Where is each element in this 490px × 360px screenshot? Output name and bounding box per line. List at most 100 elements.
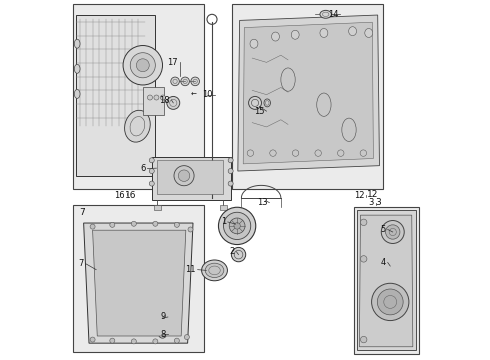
- Text: 12: 12: [367, 190, 378, 199]
- Text: 14: 14: [328, 10, 338, 19]
- Bar: [232, 4, 383, 189]
- Circle shape: [181, 77, 190, 86]
- Circle shape: [147, 95, 152, 100]
- Circle shape: [219, 207, 256, 244]
- Text: 3: 3: [375, 198, 381, 207]
- Bar: [73, 205, 204, 352]
- Circle shape: [293, 150, 299, 156]
- Text: 13: 13: [257, 198, 268, 207]
- Text: 7: 7: [80, 208, 85, 217]
- Circle shape: [361, 256, 367, 262]
- Text: 1: 1: [220, 217, 226, 226]
- Circle shape: [228, 168, 233, 174]
- Circle shape: [131, 339, 136, 344]
- Circle shape: [153, 221, 158, 226]
- Bar: [220, 205, 227, 211]
- Ellipse shape: [74, 39, 80, 48]
- Circle shape: [248, 96, 262, 109]
- Circle shape: [110, 338, 115, 343]
- Text: 7: 7: [78, 259, 84, 268]
- Polygon shape: [359, 215, 413, 347]
- Circle shape: [338, 150, 344, 156]
- Circle shape: [191, 77, 199, 86]
- Text: 6: 6: [140, 164, 146, 173]
- Circle shape: [223, 212, 251, 239]
- Ellipse shape: [365, 28, 373, 37]
- Circle shape: [136, 59, 149, 72]
- Circle shape: [174, 222, 179, 227]
- Text: 16: 16: [114, 191, 125, 200]
- Bar: [73, 4, 204, 189]
- Circle shape: [178, 170, 190, 181]
- Circle shape: [371, 283, 409, 320]
- Text: 10: 10: [202, 90, 213, 99]
- Bar: [76, 15, 155, 176]
- Bar: [357, 211, 416, 350]
- Circle shape: [377, 289, 403, 315]
- Text: 3: 3: [368, 198, 374, 207]
- Circle shape: [90, 224, 95, 229]
- Circle shape: [90, 337, 95, 342]
- Circle shape: [270, 150, 276, 156]
- Circle shape: [229, 218, 245, 234]
- Circle shape: [149, 158, 154, 163]
- Ellipse shape: [201, 260, 227, 281]
- Bar: [143, 87, 164, 116]
- Text: ←: ←: [191, 92, 196, 98]
- Text: 18: 18: [159, 95, 170, 104]
- Circle shape: [188, 227, 193, 232]
- Text: 11: 11: [185, 265, 196, 274]
- Bar: [152, 157, 231, 200]
- Circle shape: [149, 168, 154, 174]
- Ellipse shape: [320, 10, 331, 18]
- Text: 12: 12: [354, 190, 365, 199]
- Circle shape: [130, 53, 155, 78]
- Circle shape: [381, 221, 404, 243]
- Text: 17: 17: [167, 58, 178, 67]
- Circle shape: [171, 77, 179, 86]
- Polygon shape: [93, 230, 186, 336]
- Circle shape: [184, 334, 190, 339]
- Circle shape: [153, 339, 158, 344]
- Text: 16: 16: [125, 191, 136, 200]
- Text: 4: 4: [381, 258, 386, 267]
- Circle shape: [160, 95, 166, 100]
- Circle shape: [174, 166, 194, 186]
- Circle shape: [159, 330, 167, 338]
- Circle shape: [154, 95, 159, 100]
- Circle shape: [361, 219, 367, 226]
- Text: 9: 9: [161, 312, 166, 321]
- Circle shape: [123, 45, 163, 85]
- Ellipse shape: [264, 99, 270, 107]
- Text: 8: 8: [161, 330, 166, 339]
- Text: 5: 5: [381, 225, 386, 234]
- Bar: [153, 205, 161, 211]
- Polygon shape: [84, 223, 193, 343]
- Circle shape: [231, 247, 245, 262]
- Circle shape: [110, 222, 115, 227]
- Circle shape: [228, 158, 233, 163]
- Ellipse shape: [74, 89, 80, 98]
- Ellipse shape: [271, 32, 279, 41]
- Circle shape: [386, 225, 400, 239]
- Text: 15: 15: [254, 107, 265, 116]
- Circle shape: [360, 150, 367, 156]
- Ellipse shape: [250, 39, 258, 48]
- Circle shape: [174, 338, 179, 343]
- Circle shape: [361, 336, 367, 343]
- Polygon shape: [238, 15, 379, 171]
- Ellipse shape: [205, 263, 224, 278]
- Circle shape: [228, 181, 233, 186]
- Bar: [157, 160, 223, 194]
- Circle shape: [234, 223, 240, 229]
- Circle shape: [131, 221, 136, 226]
- Circle shape: [167, 96, 180, 109]
- Ellipse shape: [320, 28, 328, 37]
- Bar: [354, 207, 419, 354]
- Circle shape: [149, 181, 154, 186]
- Text: 2: 2: [229, 247, 235, 256]
- Circle shape: [247, 150, 254, 156]
- Ellipse shape: [157, 315, 168, 321]
- Polygon shape: [243, 22, 373, 164]
- Circle shape: [315, 150, 321, 156]
